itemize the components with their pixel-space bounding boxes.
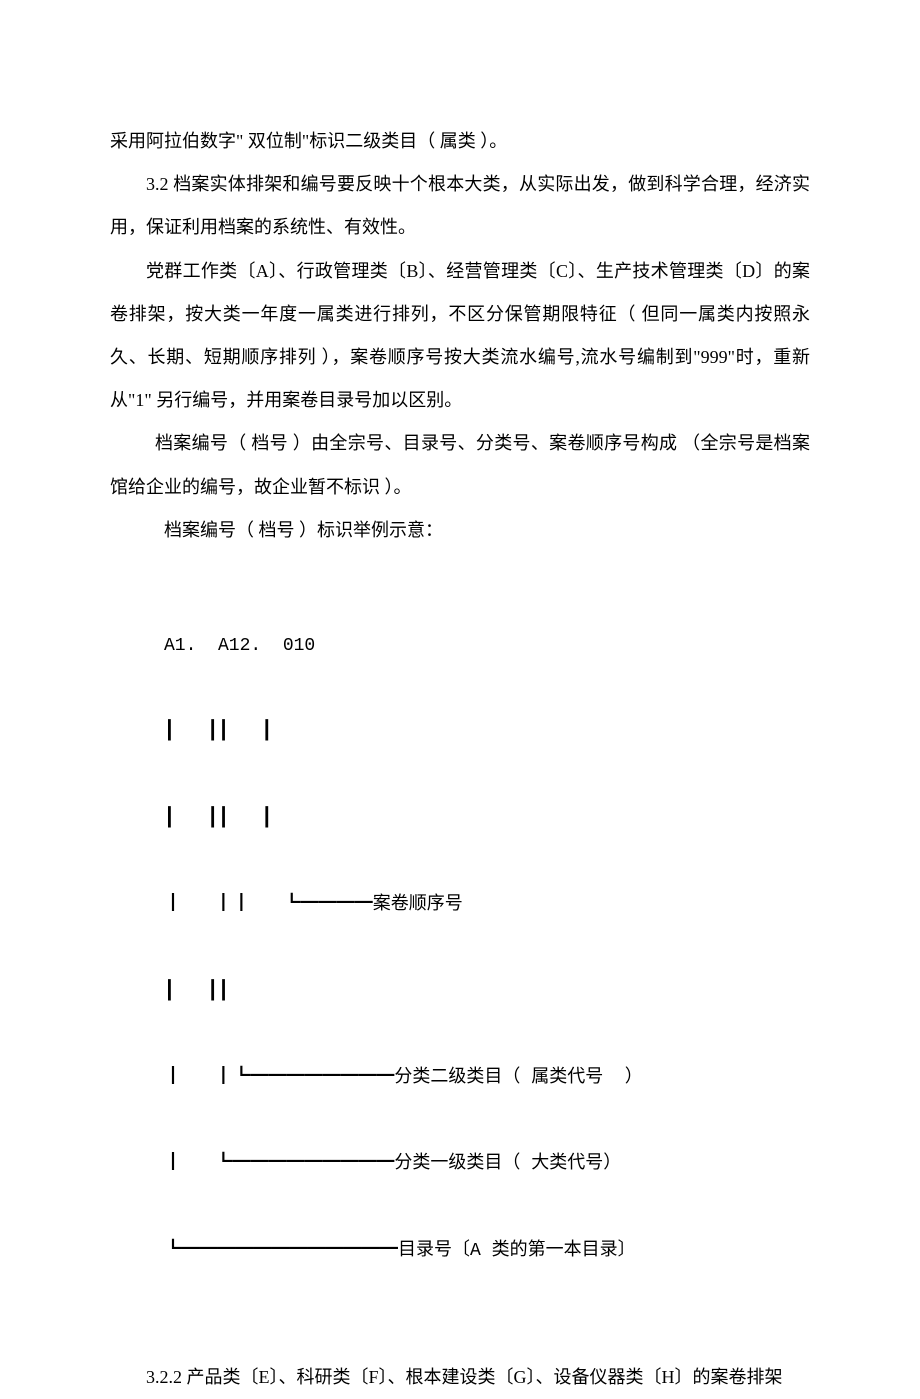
paragraph-archive-number: 档案编号（ 档号 ）由全宗号、目录号、分类号、案卷顺序号构成 （全宗号是档案馆给… [110, 422, 810, 508]
paragraph-category-description: 党群工作类〔A〕、行政管理类〔B〕、经营管理类〔C〕、生产技术管理类〔D〕的案卷… [110, 250, 810, 423]
diagram-line-7: ┗━━━━━━━━━━━━目录号〔A 类的第一本目录〕 [164, 1230, 810, 1273]
diagram-header: A1. A12. 010 [164, 625, 810, 668]
diagram-line-6: ┃ ┗━━━━━━━━━分类一级类目（ 大类代号） [164, 1143, 810, 1186]
paragraph-example-intro: 档案编号（ 档号 ）标识举例示意： [110, 509, 810, 552]
paragraph-section-3-2: 3.2 档案实体排架和编号要反映十个根本大类，从实际出发，做到科学合理，经济实用… [110, 163, 810, 249]
diagram-line-2: ┃ ┃┃ ┃ [164, 798, 810, 841]
diagram-line-5: ┃ ┃┗━━━━━━━━分类二级类目（ 属类代号 ） [164, 1057, 810, 1100]
archive-number-diagram: A1. A12. 010 ┃ ┃┃ ┃ ┃ ┃┃ ┃ ┃ ┃┃ ┗━━━━案卷顺… [164, 582, 810, 1316]
paragraph-intro: 采用阿拉伯数字" 双位制"标识二级类目（ 属类 ）。 [110, 120, 810, 163]
diagram-line-1: ┃ ┃┃ ┃ [164, 711, 810, 754]
diagram-line-3: ┃ ┃┃ ┗━━━━案卷顺序号 [164, 884, 810, 927]
paragraph-section-3-2-2: 3.2.2 产品类〔E〕、科研类〔F〕、根本建设类〔G〕、设备仪器类〔H〕的案卷… [110, 1356, 810, 1399]
diagram-line-4: ┃ ┃┃ [164, 971, 810, 1014]
spacer [110, 1316, 810, 1356]
